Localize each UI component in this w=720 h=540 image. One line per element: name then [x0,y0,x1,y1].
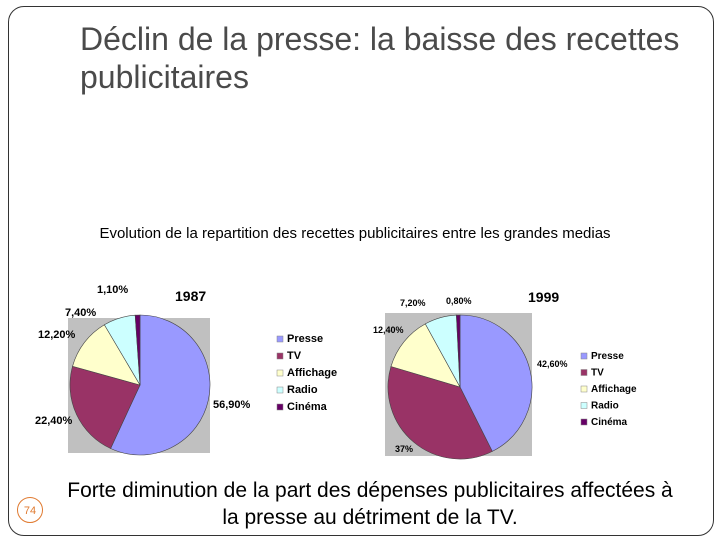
legend-label-1999-tv: TV [591,368,604,379]
legend-swatch-1987-presse [276,335,284,343]
data-label-1999-affichage: 12,40% [373,325,404,335]
pie-slice-1987-tv [69,365,141,449]
data-label-1987-radio: 7,40% [65,307,96,319]
pie-slice-1999-cinema [456,314,461,388]
chart-caption: Evolution de la repartition des recettes… [99,225,611,242]
legend-label-1999-presse: Presse [591,351,624,362]
chart-title-1999: 1999 [528,289,559,305]
slide-title: Déclin de la presse: la baisse des recet… [80,21,680,95]
data-label-1987-cinema: 1,10% [97,284,128,296]
legend-swatch-1999-tv [580,369,588,376]
data-label-1999-cinema: 0,80% [446,296,472,306]
legend-label-1999-radio: Radio [591,401,619,412]
legend-swatch-1999-radio [580,402,588,409]
pie-slice-1999-presse [459,314,533,452]
legend-swatch-1987-radio [276,386,284,394]
slide-conclusion: Forte diminution de la part des dépenses… [67,479,673,529]
pie-slice-1999-tv [387,366,493,460]
pie-slice-1987-cinema [134,314,141,386]
data-label-1999-tv: 37% [395,444,413,454]
legend-label-1987-presse: Presse [287,333,323,345]
legend-label-1987-radio: Radio [287,384,318,396]
legend-label-1999-cinema: Cinéma [591,417,628,428]
pie-slice-1987-presse [110,314,211,456]
legend-swatch-1987-cinema [276,403,284,411]
chart-title-1987: 1987 [175,288,206,304]
data-label-1999-presse: 42,60% [537,359,568,369]
legend-swatch-1999-affichage [580,385,588,393]
legend-swatch-1999-presse [580,352,588,360]
data-label-1999-radio: 7,20% [400,298,426,308]
data-label-1987-presse: 56,90% [213,399,251,411]
data-label-1987-tv: 22,40% [35,415,73,427]
legend-label-1987-affichage: Affichage [287,367,337,379]
legend-swatch-1999-cinema [580,418,588,426]
legend-label-1987-tv: TV [287,350,302,362]
legend-swatch-1987-affichage [276,369,284,377]
data-label-1987-affichage: 12,20% [38,329,76,341]
legend-label-1999-affichage: Affichage [591,384,637,395]
legend-label-1987-cinema: Cinéma [287,401,328,413]
legend-swatch-1987-tv [276,352,284,360]
page-number-badge: 74 [17,497,43,523]
